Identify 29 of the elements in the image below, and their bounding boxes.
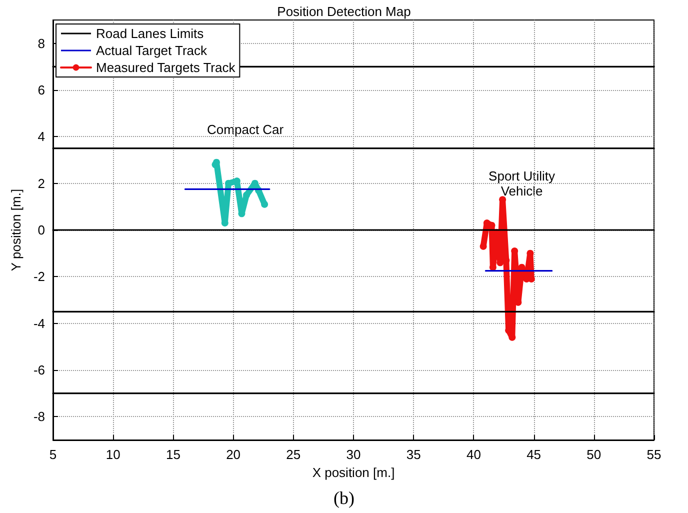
chart-title: Position Detection Map xyxy=(277,4,411,19)
x-tick-label: 55 xyxy=(646,447,662,462)
y-axis-title: Y position [m.] xyxy=(8,188,24,272)
x-axis-title: X position [m.] xyxy=(312,464,395,480)
y-tick-label: -8 xyxy=(33,409,45,424)
annotation: Sport Utility Vehicle xyxy=(488,168,556,198)
y-tick-label: 8 xyxy=(38,36,45,51)
x-tick-label: 10 xyxy=(106,447,120,462)
annotation: Compact Car xyxy=(207,122,284,138)
y-tick-label: 6 xyxy=(38,82,45,98)
x-tick-label: 15 xyxy=(166,447,180,462)
x-tick-label: 50 xyxy=(586,447,602,462)
legend-label: Actual Target Track xyxy=(96,43,208,58)
legend-label: Road Lanes Limits xyxy=(96,26,204,41)
y-tick-label: 2 xyxy=(38,176,45,191)
y-tick-label: 0 xyxy=(38,222,45,238)
y-tick-label: -2 xyxy=(33,269,45,284)
x-tick-label: 5 xyxy=(49,447,57,462)
x-tick-label: 40 xyxy=(466,447,481,462)
x-tick-label: 20 xyxy=(226,447,241,462)
text: (b) xyxy=(334,488,355,508)
x-tick-label: 45 xyxy=(526,447,542,462)
x-tick-label: 30 xyxy=(346,447,361,462)
x-tick-label: 25 xyxy=(286,447,301,462)
x-tick-label: 35 xyxy=(406,447,421,462)
legend-label: Measured Targets Track xyxy=(96,60,236,75)
y-tick-label: -4 xyxy=(33,316,45,331)
y-tick-label: -6 xyxy=(33,362,45,378)
y-tick-label: 4 xyxy=(38,129,45,144)
